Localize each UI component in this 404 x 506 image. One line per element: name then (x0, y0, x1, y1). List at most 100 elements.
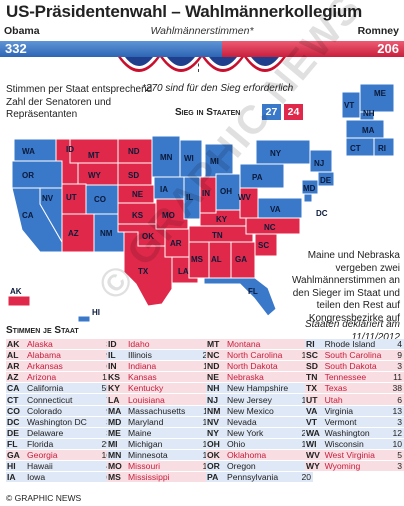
state-row: MDMaryland10 (107, 416, 214, 428)
state-votes: 11 (388, 371, 404, 384)
state-votes: 3 (388, 460, 404, 473)
svg-text:NH: NH (363, 109, 375, 118)
state-abbr: IA (6, 471, 26, 484)
state-row: MAMassachusetts11 (107, 405, 214, 417)
obama-label: Obama (4, 25, 40, 37)
state-ak (7, 295, 31, 307)
state-row: KYKentucky8 (107, 382, 214, 395)
state-row: ILIllinois20 (107, 349, 214, 362)
state-row: PA Pennsylvania 20 (206, 471, 313, 484)
state-row: SC South Carolina 9 (305, 349, 404, 362)
flag-bunting-icon (118, 57, 286, 72)
state-row: DEDelaware3 (6, 427, 113, 439)
state-abbr: CA (6, 382, 26, 395)
state-votes: 6 (388, 393, 404, 406)
state-name: Arkansas (26, 360, 96, 373)
svg-text:WV: WV (238, 193, 252, 202)
state-abbr: MA (107, 405, 127, 417)
state-row: OKOklahoma7 (206, 449, 313, 462)
svg-text:IL: IL (186, 193, 193, 202)
states-table-col-3: MTMontana3NCNorth Carolina15NDNorth Dako… (206, 339, 313, 484)
obama-votes: 332 (5, 41, 27, 56)
state-votes: 3 (388, 360, 404, 373)
svg-text:VA: VA (270, 205, 281, 214)
state-name: Nevada (226, 416, 296, 428)
state-name: Montana (226, 339, 296, 351)
state-abbr: MN (107, 449, 127, 462)
state-abbr: OR (206, 460, 226, 473)
svg-text:WA: WA (22, 147, 35, 156)
svg-text:SC: SC (258, 241, 269, 250)
state-labels: WA OR CA NV ID MT WY UT AZ CO NM ND SD N… (10, 89, 387, 317)
state-abbr: CT (6, 393, 26, 406)
svg-text:SD: SD (128, 171, 139, 180)
state-votes: 29 (96, 438, 113, 450)
state-votes: 20 (296, 471, 313, 484)
state-row: IDIdaho4 (107, 339, 214, 351)
svg-text:NC: NC (264, 223, 276, 232)
state-abbr: VT (305, 416, 324, 428)
svg-text:OK: OK (142, 232, 154, 241)
state-abbr: KS (107, 371, 127, 384)
state-or (11, 160, 63, 189)
state-abbr: ND (206, 360, 226, 373)
state-row: GAGeorgia16 (6, 449, 113, 462)
state-row: KSKansas6 (107, 371, 214, 384)
state-name: Washington (323, 427, 389, 439)
state-row: WI Wisconsin 10 (305, 438, 404, 450)
state-name: Florida (26, 438, 96, 450)
state-wa (13, 138, 57, 162)
state-abbr: FL (6, 438, 26, 450)
state-abbr: OH (206, 438, 226, 450)
state-abbr: CO (6, 405, 26, 417)
state-name: Utah (323, 393, 389, 406)
svg-text:NY: NY (270, 149, 282, 158)
state-row: OROregon7 (206, 460, 313, 473)
state-name: Connecticut (26, 393, 96, 406)
state-name: South Dakota (323, 360, 389, 373)
state-votes: 12 (388, 427, 404, 439)
svg-text:KS: KS (132, 211, 144, 220)
state-az (61, 213, 95, 253)
state-votes: 16 (96, 449, 113, 462)
state-row: IAIowa6 (6, 471, 113, 484)
romney-states-count: 24 (284, 104, 303, 120)
state-abbr: NV (206, 416, 226, 428)
state-votes: 13 (388, 405, 404, 417)
maine-nebraska-note: Maine und Nebraska vergeben zwei Wahlmän… (291, 250, 400, 324)
state-abbr: GA (6, 449, 26, 462)
state-abbr: WV (305, 449, 324, 462)
romney-label: Romney (357, 25, 399, 37)
svg-text:CA: CA (22, 211, 34, 220)
state-name: Oregon (226, 460, 296, 473)
state-name: Delaware (26, 427, 96, 439)
svg-text:NV: NV (42, 194, 54, 203)
svg-text:MO: MO (162, 211, 175, 220)
svg-text:AL: AL (211, 255, 222, 264)
state-abbr: NY (206, 427, 226, 439)
state-name: Louisiana (127, 393, 197, 406)
state-mn (151, 135, 181, 178)
state-abbr: PA (206, 471, 226, 484)
state-abbr: AR (6, 360, 26, 373)
romney-votes: 206 (377, 41, 399, 56)
state-row: WA Washington 12 (305, 427, 404, 439)
svg-text:DE: DE (320, 176, 332, 185)
state-row: WV West Virginia 5 (305, 449, 404, 462)
state-abbr: TX (305, 382, 324, 395)
state-name: Maryland (127, 416, 197, 428)
state-name: Wyoming (323, 460, 389, 473)
state-name: Idaho (127, 339, 197, 351)
state-name: Pennsylvania (226, 471, 296, 484)
state-fl (203, 277, 277, 317)
svg-text:MT: MT (88, 151, 100, 160)
svg-text:OH: OH (220, 187, 232, 196)
svg-text:MS: MS (191, 255, 204, 264)
threshold-marker (198, 58, 199, 72)
